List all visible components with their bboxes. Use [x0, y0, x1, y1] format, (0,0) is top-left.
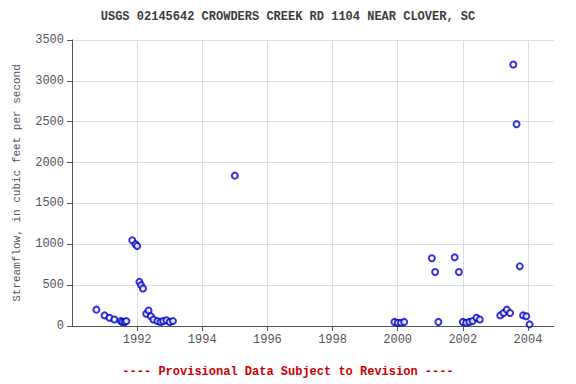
- svg-text:2500: 2500: [35, 115, 64, 129]
- svg-text:1998: 1998: [318, 333, 347, 347]
- svg-text:3500: 3500: [35, 33, 64, 47]
- svg-text:---- Provisional Data Subject: ---- Provisional Data Subject to Revisio…: [122, 365, 453, 379]
- svg-text:1992: 1992: [123, 333, 152, 347]
- svg-text:3000: 3000: [35, 74, 64, 88]
- svg-text:1996: 1996: [253, 333, 282, 347]
- svg-text:1000: 1000: [35, 237, 64, 251]
- svg-text:1500: 1500: [35, 196, 64, 210]
- svg-text:USGS 02145642 CROWDERS CREEK R: USGS 02145642 CROWDERS CREEK RD 1104 NEA…: [101, 10, 475, 24]
- svg-text:0: 0: [57, 319, 64, 333]
- svg-text:2000: 2000: [383, 333, 412, 347]
- svg-text:500: 500: [42, 278, 64, 292]
- svg-text:2002: 2002: [448, 333, 477, 347]
- svg-text:2000: 2000: [35, 156, 64, 170]
- svg-text:Streamflow, in cubic feet per: Streamflow, in cubic feet per second: [11, 64, 23, 302]
- svg-text:2004: 2004: [514, 333, 543, 347]
- svg-text:1994: 1994: [188, 333, 217, 347]
